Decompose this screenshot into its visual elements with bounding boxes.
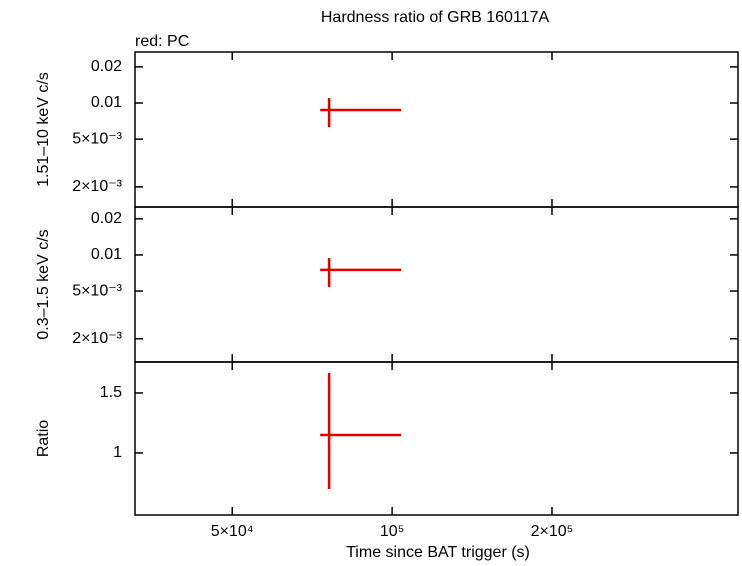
plot-frame [134, 361, 739, 516]
y-tick-label: 5×10⁻³ [72, 130, 122, 147]
y-tick-label: 0.01 [91, 94, 122, 111]
y-tick-label: 1.5 [100, 384, 122, 401]
y-tick-label: 5×10⁻³ [72, 282, 122, 299]
y-tick-label: 0.02 [91, 58, 122, 75]
x-tick-label: 10⁵ [380, 523, 404, 540]
y-tick-label: 2×10⁻³ [72, 178, 122, 195]
plot-frame [134, 51, 739, 208]
x-tick-label: 5×10⁴ [211, 523, 254, 540]
x-axis-label: Time since BAT trigger (s) [346, 544, 530, 561]
x-tick-label: 2×10⁵ [531, 523, 574, 540]
subtitle: red: PC [135, 33, 189, 50]
plot-frame [134, 206, 739, 363]
y-tick-label: 1 [113, 444, 122, 461]
y-axis-label: 1.51–10 keV c/s [35, 72, 52, 187]
chart-title: Hardness ratio of GRB 160117A [321, 9, 550, 26]
y-axis-label: Ratio [35, 420, 52, 457]
y-tick-label: 2×10⁻³ [72, 330, 122, 347]
y-axis-label: 0.3–1.5 keV c/s [35, 229, 52, 339]
y-tick-label: 0.02 [91, 210, 122, 227]
y-tick-label: 0.01 [91, 246, 122, 263]
